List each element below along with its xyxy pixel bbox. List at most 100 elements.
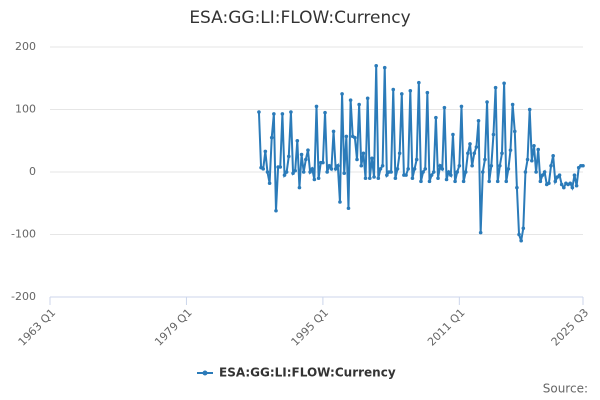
data-point (274, 208, 278, 213)
data-point (406, 167, 410, 171)
data-point (493, 85, 498, 90)
data-point (431, 170, 436, 174)
data-point (474, 145, 479, 149)
data-point (378, 167, 383, 171)
data-point (417, 80, 421, 85)
data-point (468, 142, 472, 146)
data-point (263, 149, 268, 154)
data-point (438, 163, 442, 168)
data-point (312, 177, 317, 182)
y-tick-label: -200 (11, 290, 36, 303)
data-point (329, 167, 334, 171)
data-point (278, 165, 283, 169)
data-point (382, 65, 387, 70)
data-point (310, 167, 315, 171)
data-point (574, 183, 579, 188)
x-tick-label: 2025 Q3 (549, 306, 592, 349)
data-point (461, 179, 466, 184)
x-tick-label: 1979 Q1 (152, 306, 195, 349)
data-point (342, 171, 347, 176)
data-point (370, 156, 374, 161)
data-point (282, 173, 287, 177)
data-point (357, 102, 361, 107)
data-point (487, 179, 491, 184)
data-point (476, 118, 481, 123)
data-point (412, 167, 417, 171)
data-point (299, 152, 304, 157)
data-point (368, 176, 372, 181)
data-point (372, 175, 376, 179)
data-point (399, 92, 404, 96)
data-point (327, 163, 332, 168)
data-point (325, 170, 329, 174)
data-point (429, 173, 434, 177)
data-point (508, 148, 513, 152)
data-point (498, 163, 502, 168)
data-point (323, 110, 327, 115)
data-point (434, 115, 438, 120)
legend-text: ESA:GG:LI:FLOW:Currency (219, 366, 396, 380)
data-point (534, 170, 538, 174)
data-point (395, 167, 400, 171)
data-point (348, 98, 353, 102)
data-point (359, 163, 364, 168)
data-point (517, 232, 521, 237)
data-point (523, 170, 528, 174)
data-point (446, 170, 451, 174)
data-point (344, 134, 349, 139)
data-point (540, 173, 545, 177)
data-point (570, 185, 575, 190)
data-point (525, 157, 530, 162)
data-point (504, 179, 509, 184)
chart-title: ESA:GG:LI:FLOW:Currency (189, 8, 410, 28)
data-point (472, 151, 477, 156)
data-point (483, 157, 487, 162)
data-point (267, 181, 272, 186)
data-point (536, 147, 541, 152)
data-point (291, 171, 295, 176)
data-point (495, 179, 500, 184)
data-point (506, 167, 511, 171)
data-point (510, 102, 515, 107)
data-point (463, 170, 468, 174)
data-point (466, 151, 470, 156)
data-point (470, 163, 474, 168)
data-point (393, 176, 398, 181)
y-tick-label: 200 (15, 40, 36, 53)
data-point (549, 163, 553, 168)
data-point (444, 177, 449, 182)
data-point (397, 151, 402, 156)
data-point (478, 230, 483, 235)
data-point (331, 129, 336, 134)
data-point (286, 154, 291, 159)
data-point (459, 104, 464, 109)
data-point (521, 226, 526, 231)
y-tick-label: 100 (15, 103, 36, 116)
data-point (321, 160, 325, 165)
data-point (333, 167, 338, 171)
data-point (421, 170, 425, 174)
data-point (568, 181, 573, 186)
source-label: Source: (543, 382, 588, 396)
data-point (306, 148, 310, 152)
data-point (404, 173, 408, 177)
data-point (547, 181, 551, 186)
data-point (538, 179, 543, 184)
data-point (410, 176, 415, 181)
data-point (257, 110, 261, 114)
data-point (414, 157, 419, 162)
data-point (572, 173, 577, 177)
data-point (485, 100, 489, 104)
data-point (489, 163, 494, 168)
data-point (293, 168, 297, 173)
data-point (338, 200, 342, 204)
data-point (340, 92, 344, 96)
data-point (425, 90, 430, 95)
series-line (257, 65, 583, 242)
data-point (289, 110, 293, 114)
data-point (269, 135, 274, 140)
data-point (519, 238, 523, 243)
data-point (562, 185, 566, 190)
data-point (527, 107, 532, 112)
